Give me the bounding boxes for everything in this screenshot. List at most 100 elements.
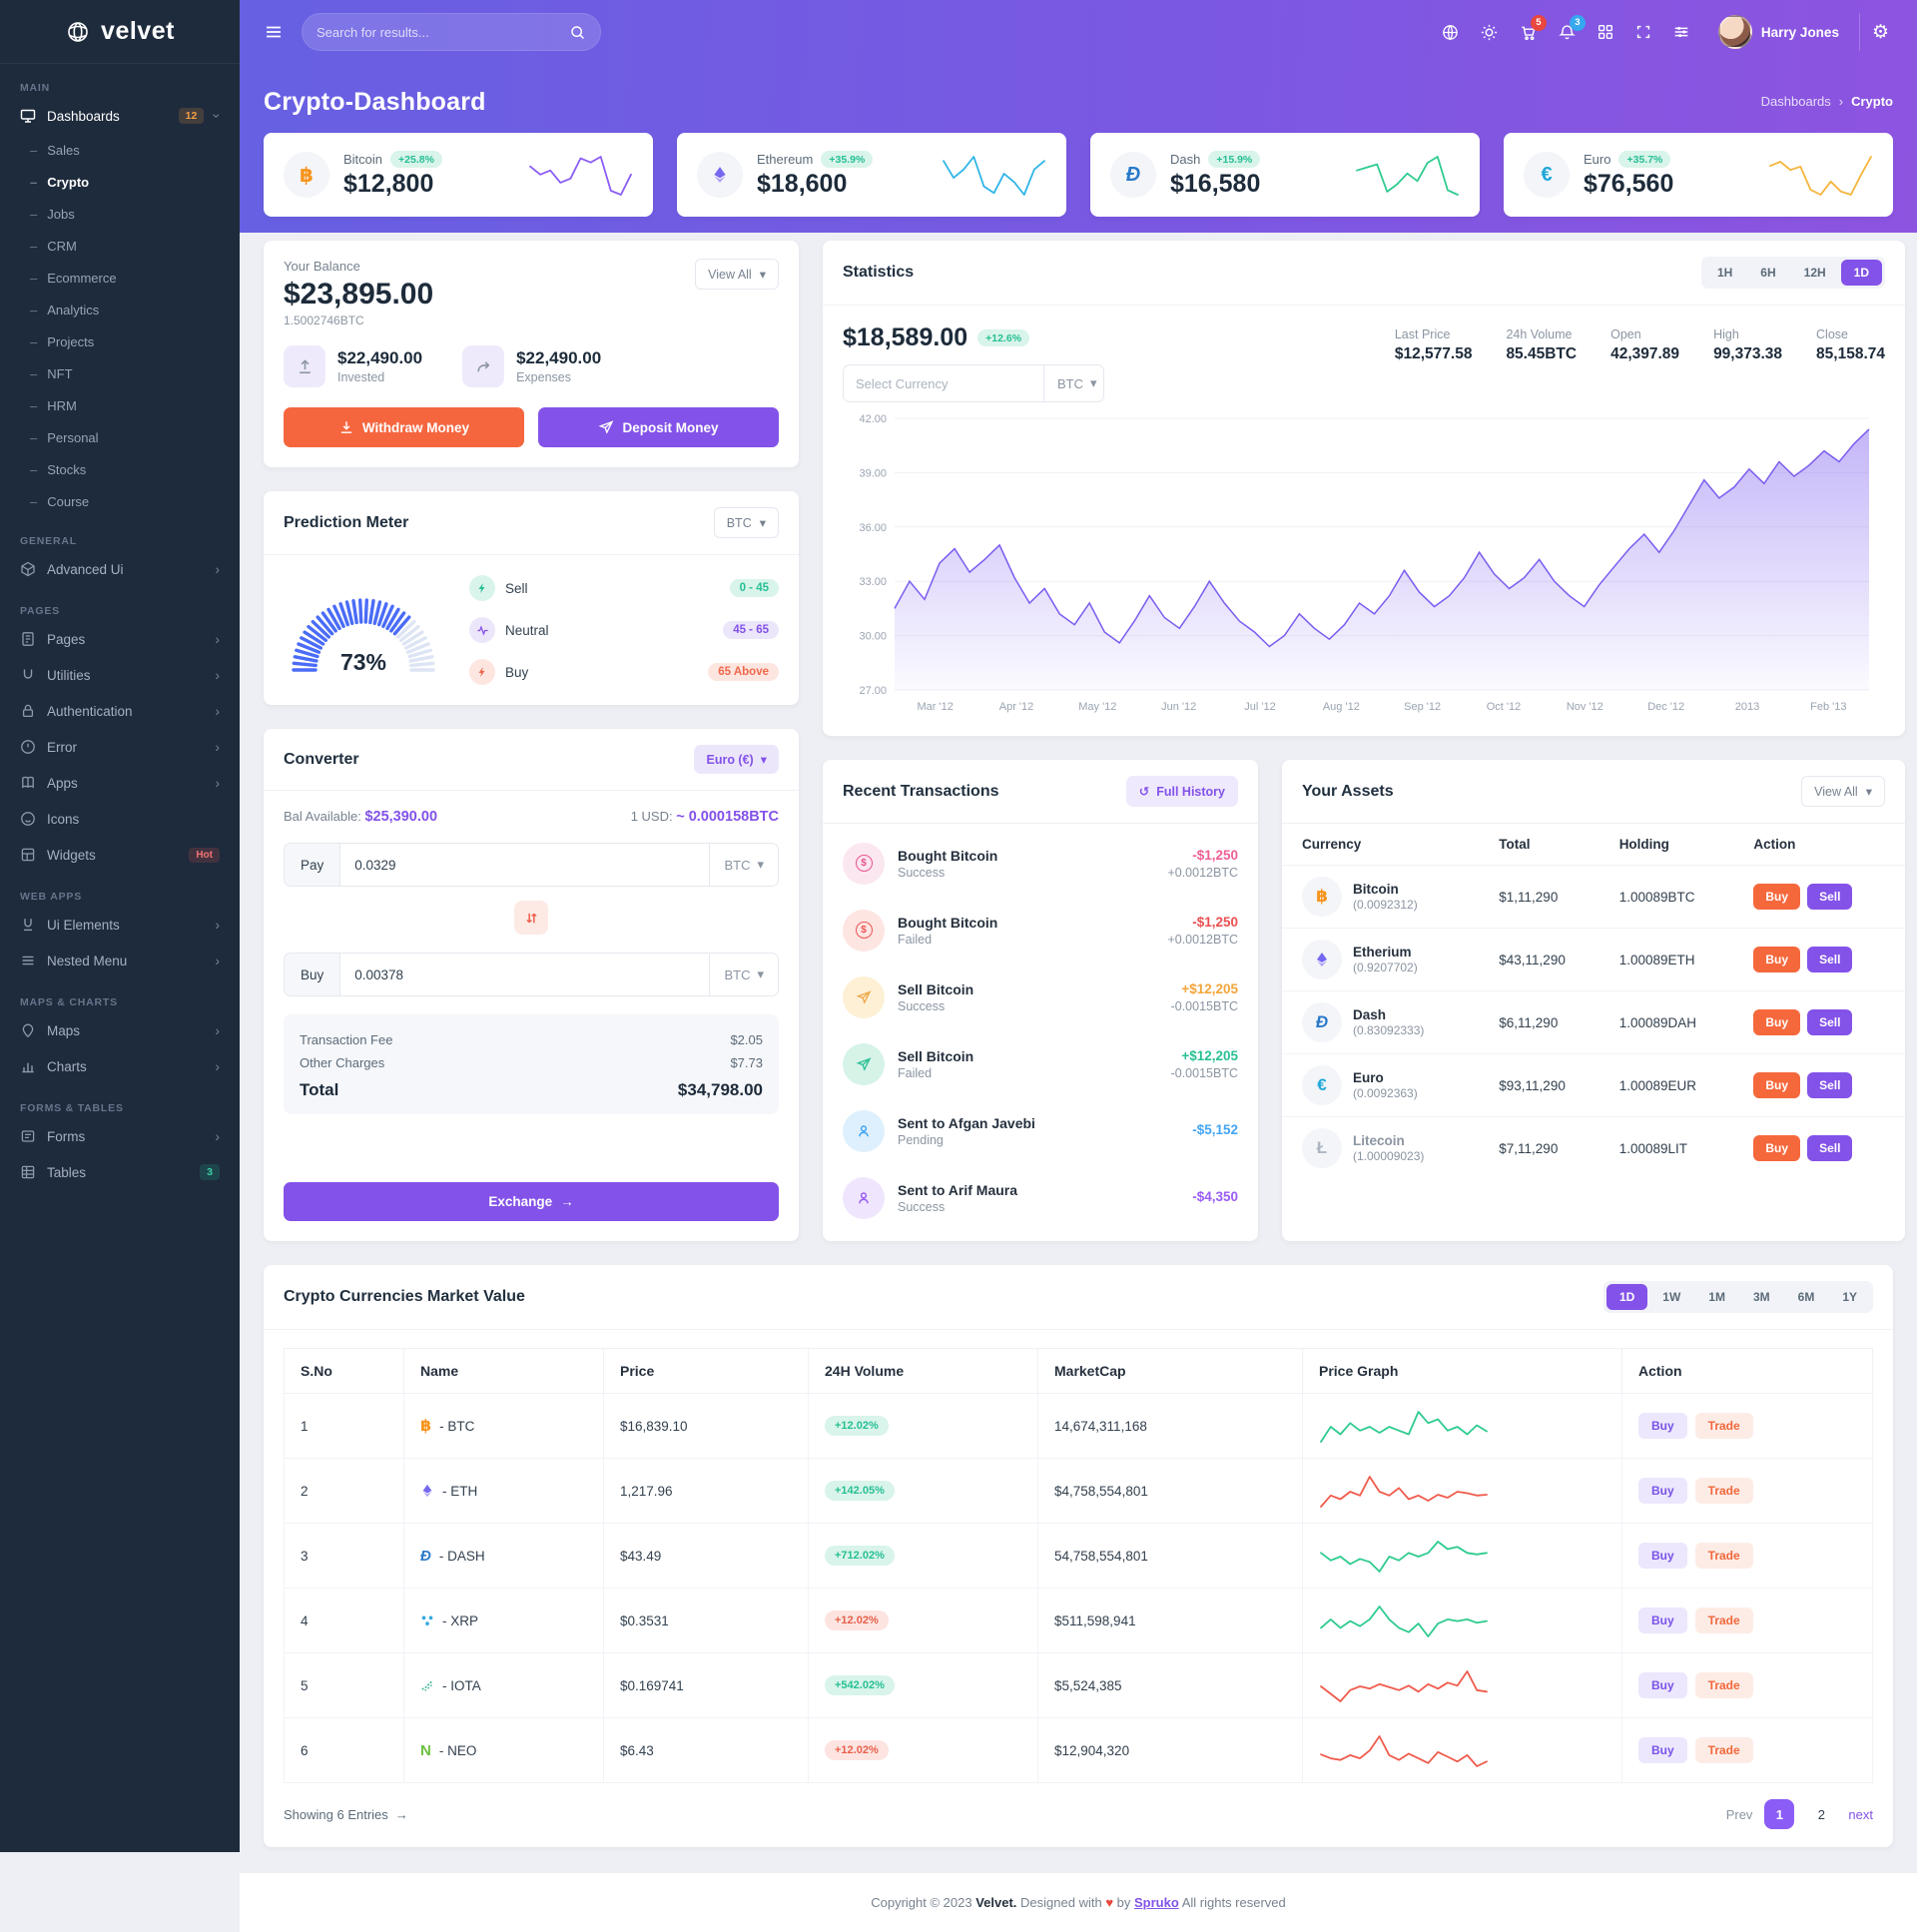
breadcrumb-dashboards[interactable]: Dashboards	[1761, 94, 1831, 109]
fullscreen-button[interactable]	[1626, 15, 1660, 49]
prediction-currency-select[interactable]: BTC▾	[714, 507, 779, 538]
market-range-6m-button[interactable]: 6M	[1785, 1284, 1828, 1310]
sidebar-item-utilities[interactable]: Utilities›	[0, 657, 240, 693]
buy-currency-select[interactable]: BTC▾	[709, 954, 778, 995]
sidebar-item-apps[interactable]: Apps›	[0, 765, 240, 801]
sidebar-item-nft[interactable]: –NFT	[0, 357, 240, 389]
search-icon[interactable]	[569, 24, 586, 41]
market-trade-button[interactable]: Trade	[1695, 1543, 1753, 1569]
sidebar-item-charts[interactable]: Charts›	[0, 1048, 240, 1084]
market-trade-button[interactable]: Trade	[1695, 1672, 1753, 1698]
sidebar-item-projects[interactable]: –Projects	[0, 325, 240, 357]
range-6h-button[interactable]: 6H	[1747, 260, 1788, 286]
pay-amount-input[interactable]	[340, 844, 709, 886]
sidebar-item-forms[interactable]: Forms›	[0, 1118, 240, 1154]
sidebar-item-crm[interactable]: –CRM	[0, 230, 240, 262]
pagination-page-1[interactable]: 1	[1764, 1799, 1794, 1829]
market-buy-button[interactable]: Buy	[1638, 1737, 1687, 1763]
language-globe-button[interactable]	[1433, 15, 1468, 50]
assets-view-all-button[interactable]: View All▾	[1801, 776, 1885, 807]
pagination-next[interactable]: next	[1848, 1807, 1873, 1822]
notifications-bell-button[interactable]: 3	[1550, 15, 1585, 50]
pagination-prev[interactable]: Prev	[1726, 1807, 1753, 1822]
market-trade-button[interactable]: Trade	[1695, 1413, 1753, 1439]
settings-gear-button[interactable]: ⚙	[1864, 13, 1897, 52]
sidebar-item-nested-menu[interactable]: Nested Menu›	[0, 943, 240, 978]
buy-amount-input[interactable]	[340, 954, 709, 995]
range-1d-button[interactable]: 1D	[1841, 260, 1882, 286]
sidebar-item-ecommerce[interactable]: –Ecommerce	[0, 262, 240, 294]
sidebar-item-hrm[interactable]: –HRM	[0, 389, 240, 421]
range-12h-button[interactable]: 12H	[1791, 260, 1839, 286]
sidebar-item-jobs[interactable]: –Jobs	[0, 198, 240, 230]
currency-dropdown[interactable]: BTC▾	[1043, 365, 1104, 401]
market-trade-button[interactable]: Trade	[1695, 1737, 1753, 1763]
asset-sell-button[interactable]: Sell	[1807, 1135, 1852, 1161]
settings-sliders-button[interactable]	[1664, 15, 1698, 49]
ethereum-stat-card[interactable]: Ethereum+35.9% $18,600	[677, 133, 1066, 217]
market-range-1w-button[interactable]: 1W	[1649, 1284, 1693, 1310]
market-buy-button[interactable]: Buy	[1638, 1413, 1687, 1439]
market-buy-button[interactable]: Buy	[1638, 1672, 1687, 1698]
asset-buy-button[interactable]: Buy	[1753, 1072, 1800, 1098]
market-buy-button[interactable]: Buy	[1638, 1543, 1687, 1569]
dash-stat-card[interactable]: Đ Dash+15.9% $16,580	[1090, 133, 1480, 217]
sidebar-item-advanced-ui[interactable]: Advanced Ui›	[0, 551, 240, 587]
select-currency-input[interactable]	[844, 376, 1043, 391]
spruko-link[interactable]: Spruko	[1134, 1895, 1179, 1910]
sidebar-item-authentication[interactable]: Authentication›	[0, 693, 240, 729]
balance-view-all-button[interactable]: View All▾	[695, 259, 779, 290]
swap-currencies-button[interactable]	[514, 901, 548, 935]
sidebar-item-sales[interactable]: –Sales	[0, 134, 240, 166]
asset-sell-button[interactable]: Sell	[1807, 884, 1852, 910]
market-range-1d-button[interactable]: 1D	[1606, 1284, 1647, 1310]
asset-buy-button[interactable]: Buy	[1753, 884, 1800, 910]
exchange-button[interactable]: Exchange→	[284, 1182, 779, 1221]
theme-toggle-sun-button[interactable]	[1472, 15, 1507, 50]
market-range-1y-button[interactable]: 1Y	[1829, 1284, 1870, 1310]
sidebar-item-analytics[interactable]: –Analytics	[0, 294, 240, 325]
asset-buy-button[interactable]: Buy	[1753, 1135, 1800, 1161]
market-trade-button[interactable]: Trade	[1695, 1608, 1753, 1633]
pay-currency-select[interactable]: BTC▾	[709, 844, 778, 886]
euro-stat-card[interactable]: € Euro+35.7% $76,560	[1504, 133, 1893, 217]
range-1h-button[interactable]: 1H	[1704, 260, 1745, 286]
brand-logo[interactable]: velvet	[0, 0, 240, 64]
asset-sell-button[interactable]: Sell	[1807, 1072, 1852, 1098]
search-input[interactable]	[317, 25, 561, 40]
sidebar-item-icons[interactable]: Icons	[0, 801, 240, 837]
sidebar-item-error[interactable]: Error›	[0, 729, 240, 765]
sidebar-item-maps[interactable]: Maps›	[0, 1012, 240, 1048]
sidebar-item-tables[interactable]: Tables 3	[0, 1154, 240, 1190]
full-history-button[interactable]: ↺Full History	[1126, 776, 1238, 807]
market-range-3m-button[interactable]: 3M	[1740, 1284, 1783, 1310]
pagination-page-2[interactable]: 2	[1806, 1799, 1836, 1829]
user-menu[interactable]: Harry Jones	[1702, 15, 1855, 49]
converter-currency-select[interactable]: Euro (€)▾	[694, 745, 779, 774]
sidebar-item-crypto[interactable]: –Crypto	[0, 166, 240, 198]
market-buy-button[interactable]: Buy	[1638, 1608, 1687, 1633]
menu-toggle-button[interactable]	[260, 18, 288, 46]
sidebar-item-ui-elements[interactable]: Ui Elements›	[0, 907, 240, 943]
sidebar-item-personal[interactable]: –Personal	[0, 421, 240, 453]
sidebar-item-widgets[interactable]: Widgets Hot	[0, 837, 240, 873]
withdraw-money-button[interactable]: Withdraw Money	[284, 407, 524, 447]
apps-grid-button[interactable]	[1589, 15, 1622, 49]
sidebar-item-stocks[interactable]: –Stocks	[0, 453, 240, 485]
market-buy-button[interactable]: Buy	[1638, 1478, 1687, 1504]
asset-buy-button[interactable]: Buy	[1753, 947, 1800, 972]
sidebar-item-pages[interactable]: Pages›	[0, 621, 240, 657]
market-range-1m-button[interactable]: 1M	[1695, 1284, 1738, 1310]
sidebar-item-course[interactable]: –Course	[0, 485, 240, 517]
market-trade-button[interactable]: Trade	[1695, 1478, 1753, 1504]
deposit-money-button[interactable]: Deposit Money	[538, 407, 779, 447]
asset-sell-button[interactable]: Sell	[1807, 947, 1852, 972]
search-box[interactable]	[302, 13, 601, 51]
asset-buy-button[interactable]: Buy	[1753, 1009, 1800, 1035]
